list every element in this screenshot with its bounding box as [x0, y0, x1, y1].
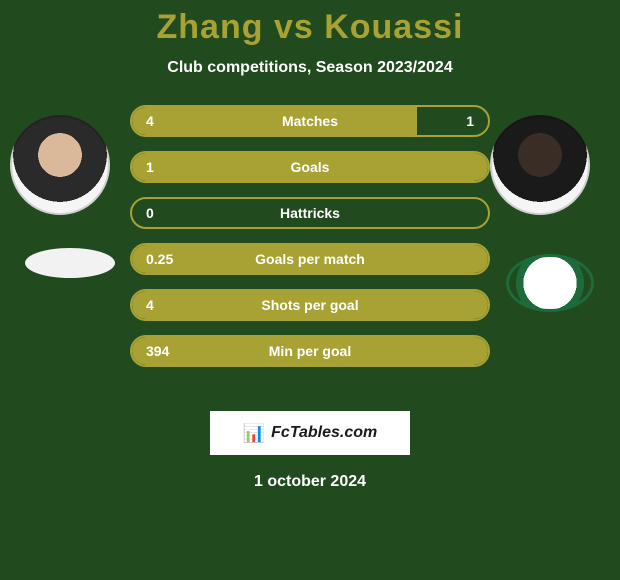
club-left-logo [25, 248, 115, 278]
stat-bar: 394Min per goal [130, 335, 490, 367]
page-title: Zhang vs Kouassi [0, 8, 620, 47]
stat-label: Goals per match [132, 245, 488, 273]
date-label: 1 october 2024 [0, 473, 620, 491]
stat-right-value: 1 [466, 107, 474, 135]
stat-label: Hattricks [132, 199, 488, 227]
watermark-badge: 📊 FcTables.com [210, 411, 410, 455]
stat-label: Goals [132, 153, 488, 181]
page-subtitle: Club competitions, Season 2023/2024 [0, 59, 620, 77]
stat-bar: 4Matches1 [130, 105, 490, 137]
stat-bar: 1Goals [130, 151, 490, 183]
stat-label: Matches [132, 107, 488, 135]
stat-bar: 4Shots per goal [130, 289, 490, 321]
content-wrapper: Zhang vs Kouassi Club competitions, Seas… [0, 0, 620, 491]
club-right-logo [500, 248, 600, 318]
stat-bar: 0Hattricks [130, 197, 490, 229]
stat-label: Min per goal [132, 337, 488, 365]
player-right-avatar [490, 115, 590, 215]
stat-label: Shots per goal [132, 291, 488, 319]
stat-bars: 4Matches11Goals0Hattricks0.25Goals per m… [130, 105, 490, 381]
stat-bar: 0.25Goals per match [130, 243, 490, 275]
comparison-area: 4Matches11Goals0Hattricks0.25Goals per m… [0, 105, 620, 395]
player-left-avatar [10, 115, 110, 215]
chart-icon: 📊 [243, 423, 265, 444]
watermark-text: FcTables.com [271, 424, 377, 442]
